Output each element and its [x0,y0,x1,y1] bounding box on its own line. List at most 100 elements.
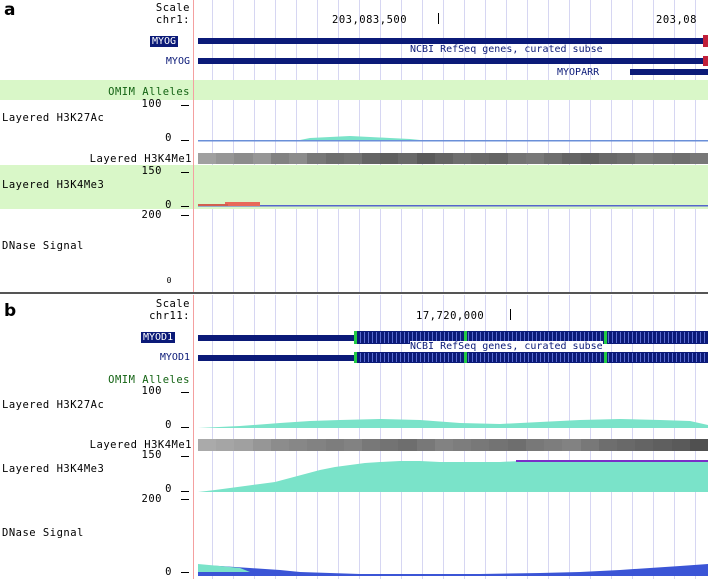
h3k4me3-min: 0 [165,483,172,495]
exon-hatch [632,332,633,343]
density-segment [416,439,436,451]
exon-hatch [664,332,665,343]
exon-hatch [704,353,705,362]
grid-line [443,0,444,292]
gene-end-marker-2 [703,56,708,66]
exon-hatch [424,332,425,343]
gene-label-myog[interactable]: MYOG [165,56,190,67]
grid-line [569,0,570,292]
exon-hatch [644,353,645,362]
density-segment [580,153,600,164]
grid-line [275,0,276,292]
exon-hatch [580,332,581,343]
gene-label-myod1-selected[interactable]: MYOD1 [141,332,176,343]
omim-track[interactable] [0,80,708,100]
h3k4me1-label: Layered H3K4Me1 [89,439,192,451]
exon-hatch [372,353,373,362]
exon-hatch [520,332,521,343]
scale-label: Scale [155,298,190,310]
h3k4me3-label: Layered H3K4Me3 [2,463,105,475]
grid-line [233,295,234,579]
exon-hatch [624,332,625,343]
density-segment [252,153,272,164]
exon-hatch [472,353,473,362]
h3k4me1-density-track[interactable] [198,153,708,164]
grid-line [590,0,591,292]
exon-hatch [416,332,417,343]
density-segment [289,439,308,451]
exon-hatch [680,353,681,362]
exon-hatch [588,353,589,362]
density-segment [562,153,581,164]
exon-marker [464,331,467,344]
gene-track-myoparr[interactable] [630,69,708,75]
density-segment [453,153,472,164]
exon-hatch [600,353,601,362]
exon-hatch [648,353,649,362]
density-segment [361,153,381,164]
exon-hatch [492,332,493,343]
grid-line [464,0,465,292]
exon-hatch [504,332,505,343]
refseq-track-title: NCBI RefSeq genes, curated subse [410,44,603,55]
exon-hatch [448,332,449,343]
gene-track-myog[interactable] [198,38,708,44]
h3k4me3-max: 150 [141,449,162,461]
gene-label-myod1[interactable]: MYOD1 [159,352,190,363]
exon-hatch [560,353,561,362]
position-marker [438,13,439,24]
exon-hatch [508,353,509,362]
grid-line [317,0,318,292]
exon-hatch [420,353,421,362]
exon-hatch [632,353,633,362]
panel-divider [0,292,708,294]
h3k27ac-min-tick [181,427,189,428]
exon-hatch [436,332,437,343]
gene-label-myog-selected[interactable]: MYOG [150,36,179,47]
scale-label: Scale [155,2,190,14]
exon-hatch [532,353,533,362]
gene-track-myod1-exons[interactable] [354,331,708,344]
exon-hatch [456,353,457,362]
h3k4me3-signal [225,202,260,206]
grid-line [632,0,633,292]
grid-line [527,295,528,579]
exon-hatch [440,332,441,343]
grid-line [611,295,612,579]
exon-hatch [556,332,557,343]
exon-hatch [380,332,381,343]
exon-hatch [564,353,565,362]
exon-hatch [476,353,477,362]
h3k4me3-track-bg[interactable] [0,165,708,209]
density-segment [398,153,418,164]
density-segment [289,153,308,164]
h3k27ac-min: 0 [165,132,172,144]
density-segment [380,153,399,164]
gene-track-myod1-intron[interactable] [198,335,354,341]
exon-hatch [400,353,401,362]
exon-hatch [536,353,537,362]
gene-track-myod1-intron-2[interactable] [198,355,354,361]
grid-line [611,0,612,292]
exon-hatch [664,353,665,362]
grid-line [548,295,549,579]
exon-hatch [568,332,569,343]
h3k4me3-baseline [198,205,708,207]
grid-line [443,295,444,579]
grid-line [296,295,297,579]
exon-hatch [512,353,513,362]
h3k4me3-min-tick [181,491,189,492]
gene-track-myog-2[interactable] [198,58,708,64]
exon-hatch [368,353,369,362]
density-segment [343,439,363,451]
density-segment [416,153,436,164]
gene-label-myoparr[interactable]: MYOPARR [557,67,600,78]
gene-track-myod1-exons-2[interactable] [354,352,708,363]
exon-hatch [536,332,537,343]
exon-hatch [532,332,533,343]
omim-track-label: OMIM Alleles [108,86,190,98]
exon-hatch [420,332,421,343]
density-segment [270,439,290,451]
exon-hatch [484,353,485,362]
h3k4me1-density-track[interactable] [198,439,708,451]
